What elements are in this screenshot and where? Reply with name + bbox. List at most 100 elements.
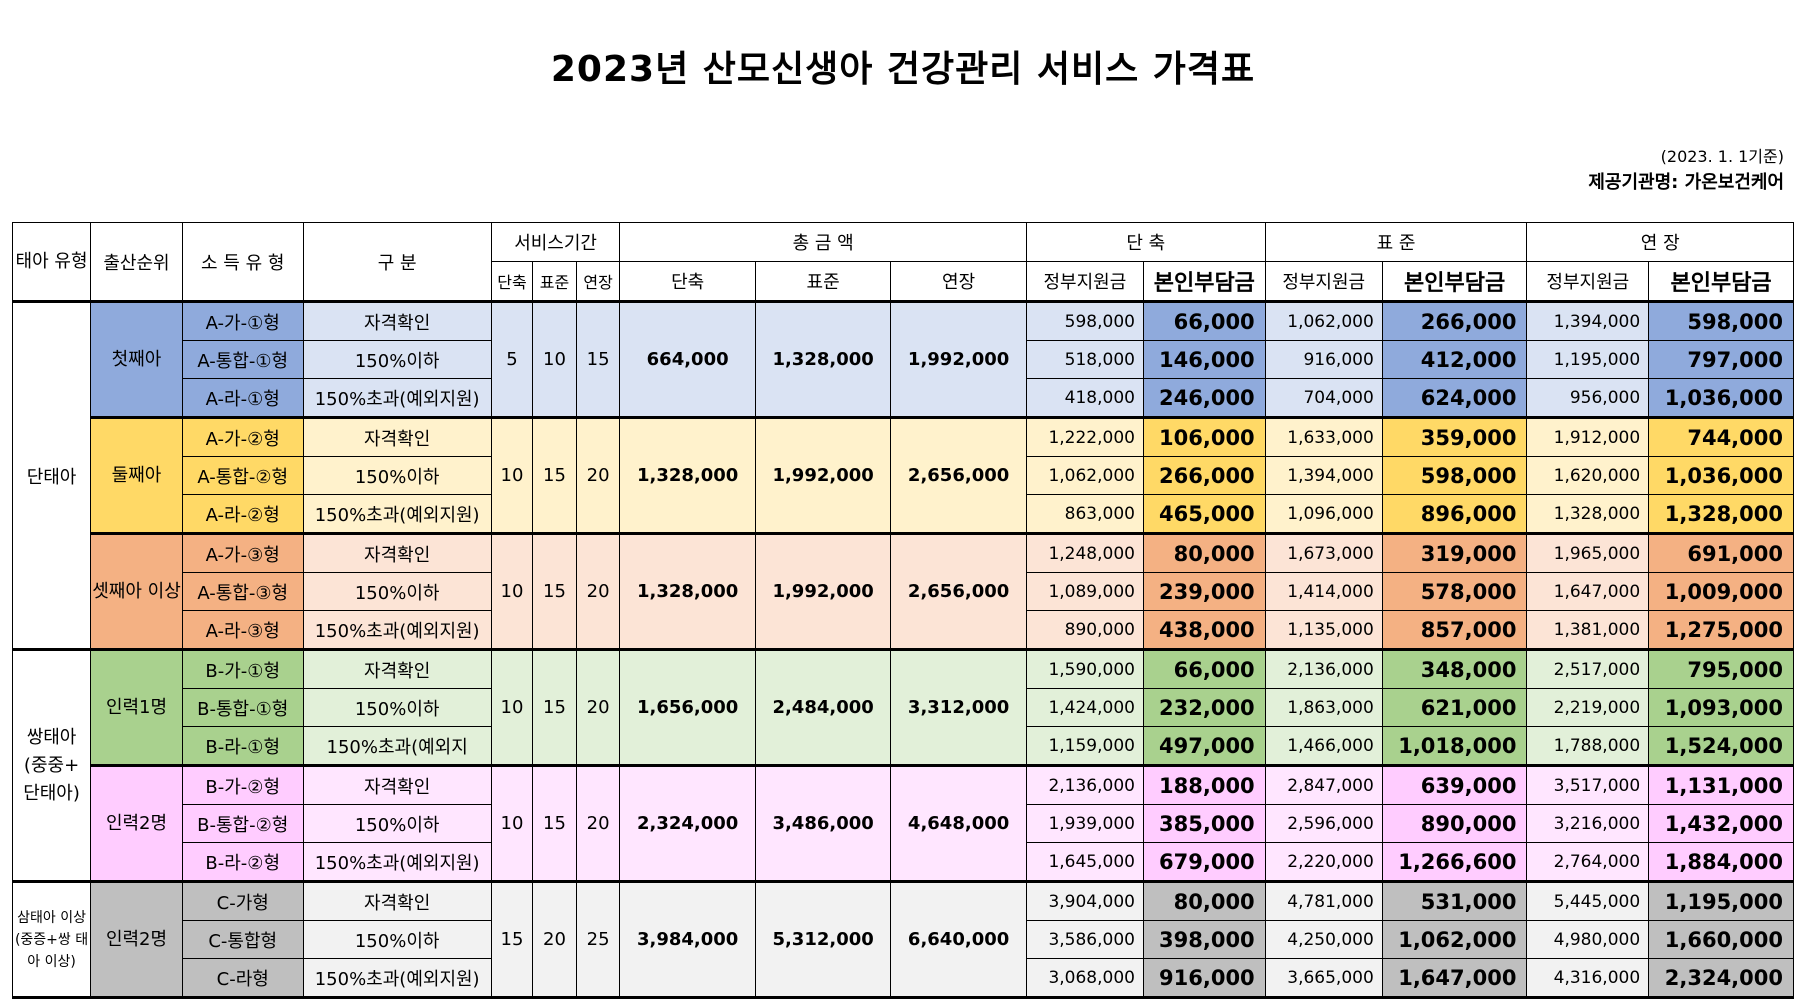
period-cell: 15 — [575, 300, 621, 419]
table-row: 쌍태아 (중중+ 단태아) 인력1명 B-가-①형 자격확인 10 15 20 1,656,0… — [11, 648, 1794, 883]
short-self-cell: 239,000 — [1142, 572, 1266, 611]
standard-gov-cell: 1,633,000 — [1264, 416, 1383, 457]
short-gov-cell: 1,159,000 — [1025, 726, 1144, 767]
income-type-cell: A-가-③형 — [181, 532, 304, 573]
total-amount-cell: 2,656,000 — [890, 532, 1027, 651]
extended-self-cell: 1,884,000 — [1648, 842, 1794, 883]
extended-gov-cell: 4,980,000 — [1526, 920, 1650, 959]
extended-self-cell: 795,000 — [1648, 648, 1794, 689]
income-type-cell: A-라-②형 — [181, 494, 304, 535]
header-period-short: 단축 — [490, 261, 534, 303]
extended-self-cell: 1,131,000 — [1648, 764, 1794, 805]
short-gov-cell: 3,068,000 — [1025, 958, 1144, 999]
basis-date: (2023. 1. 1기준) — [1660, 147, 1784, 166]
category-cell: 150%이하 — [302, 340, 492, 379]
birth-order-cell: 인력1명 — [90, 648, 183, 767]
total-amount-cell: 2,656,000 — [890, 416, 1027, 535]
short-self-cell: 385,000 — [1142, 804, 1266, 843]
short-gov-cell: 518,000 — [1025, 340, 1144, 379]
short-gov-cell: 890,000 — [1025, 610, 1144, 651]
table-row: C-통합형 150%이하 3,586,000 398,000 4,250,000 1,06… — [13, 920, 1794, 959]
standard-self-cell: 624,000 — [1381, 378, 1528, 419]
standard-self-cell: 348,000 — [1381, 648, 1528, 689]
income-type-cell: C-가형 — [181, 880, 304, 921]
income-type-cell: A-가-①형 — [181, 300, 304, 341]
short-self-cell: 80,000 — [1142, 532, 1266, 573]
header-extended-self: 본인부담금 — [1648, 261, 1794, 303]
income-type-cell: B-통합-①형 — [181, 688, 304, 727]
category-cell: 자격확인 — [302, 648, 492, 689]
header-period: 서비스기간 — [490, 222, 621, 262]
income-type-cell: A-라-①형 — [181, 378, 304, 419]
header-short: 단 축 — [1025, 222, 1266, 262]
table-row: A-통합-②형 150%이하 1,062,000 266,000 1,394,000 59… — [13, 456, 1794, 495]
short-gov-cell: 863,000 — [1025, 494, 1144, 535]
header-short-gov: 정부지원금 — [1025, 261, 1144, 303]
standard-gov-cell: 1,466,000 — [1264, 726, 1383, 767]
period-cell: 10 — [490, 648, 534, 767]
table-row: C-라형 150%초과(예외지원) 3,068,000 916,000 3,665,00… — [13, 958, 1794, 999]
period-cell: 10 — [490, 532, 534, 651]
header-standard-gov: 정부지원금 — [1264, 261, 1383, 303]
standard-gov-cell: 1,062,000 — [1264, 300, 1383, 341]
short-self-cell: 232,000 — [1142, 688, 1266, 727]
birth-order-cell: 둘째아 — [90, 416, 183, 535]
category-cell: 150%초과(예외지 — [302, 726, 492, 767]
period-cell: 15 — [532, 416, 577, 535]
standard-self-cell: 319,000 — [1381, 532, 1528, 573]
table-row: A-통합-③형 150%이하 1,089,000 239,000 1,414,000 57… — [13, 572, 1794, 611]
total-amount-cell: 2,324,000 — [619, 764, 756, 883]
period-cell: 15 — [532, 764, 577, 883]
income-type-cell: B-가-②형 — [181, 764, 304, 805]
extended-self-cell: 598,000 — [1648, 300, 1794, 341]
standard-gov-cell: 4,781,000 — [1264, 880, 1383, 921]
page-title: 2023년 산모신생아 건강관리 서비스 가격표 — [550, 49, 1256, 90]
period-cell: 10 — [490, 764, 534, 883]
extended-gov-cell: 3,216,000 — [1526, 804, 1650, 843]
extended-gov-cell: 1,647,000 — [1526, 572, 1650, 611]
period-cell: 20 — [575, 532, 621, 651]
short-gov-cell: 1,062,000 — [1025, 456, 1144, 495]
standard-gov-cell: 4,250,000 — [1264, 920, 1383, 959]
category-cell: 자격확인 — [302, 416, 492, 457]
standard-gov-cell: 1,096,000 — [1264, 494, 1383, 535]
total-amount-cell: 3,312,000 — [890, 648, 1027, 767]
extended-gov-cell: 2,764,000 — [1526, 842, 1650, 883]
extended-gov-cell: 1,620,000 — [1526, 456, 1650, 495]
category-cell: 자격확인 — [302, 764, 492, 805]
standard-self-cell: 266,000 — [1381, 300, 1528, 341]
category-cell: 150%이하 — [302, 804, 492, 843]
table-row: A-라-①형 150%초과(예외지원) 418,000 246,000 704,000 6… — [13, 378, 1794, 419]
standard-self-cell: 890,000 — [1381, 804, 1528, 843]
total-amount-cell: 3,984,000 — [619, 880, 756, 999]
extended-gov-cell: 956,000 — [1526, 378, 1650, 419]
extended-self-cell: 1,036,000 — [1648, 456, 1794, 495]
header-period-standard: 표준 — [532, 261, 577, 303]
standard-gov-cell: 1,863,000 — [1264, 688, 1383, 727]
table-row: 삼태아 이상 (중증+쌍 태아 이상) 인력2명 C-가형 자격확인 15 20 25 3,9… — [11, 880, 1794, 999]
table-row: A-통합-①형 150%이하 518,000 146,000 916,000 412,00… — [13, 340, 1794, 379]
short-self-cell: 398,000 — [1142, 920, 1266, 959]
header-baby-type: 태아 유형 — [11, 222, 92, 303]
standard-self-cell: 1,647,000 — [1381, 958, 1528, 999]
header-birth-order: 출산순위 — [90, 222, 183, 303]
standard-self-cell: 598,000 — [1381, 456, 1528, 495]
standard-gov-cell: 1,414,000 — [1264, 572, 1383, 611]
short-self-cell: 66,000 — [1142, 300, 1266, 341]
income-type-cell: B-통합-②형 — [181, 804, 304, 843]
extended-gov-cell: 1,381,000 — [1526, 610, 1650, 651]
table-row: B-라-②형 150%초과(예외지원) 1,645,000 679,000 2,220,… — [13, 842, 1794, 883]
standard-self-cell: 578,000 — [1381, 572, 1528, 611]
standard-self-cell: 896,000 — [1381, 494, 1528, 535]
total-amount-cell: 4,648,000 — [890, 764, 1027, 883]
total-amount-cell: 1,992,000 — [890, 300, 1027, 419]
period-cell: 15 — [490, 880, 534, 999]
extended-self-cell: 744,000 — [1648, 416, 1794, 457]
short-gov-cell: 1,590,000 — [1025, 648, 1144, 689]
total-amount-cell: 664,000 — [619, 300, 756, 419]
period-cell: 15 — [532, 648, 577, 767]
extended-self-cell: 1,275,000 — [1648, 610, 1794, 651]
standard-self-cell: 857,000 — [1381, 610, 1528, 651]
category-cell: 150%초과(예외지원) — [302, 610, 492, 651]
extended-self-cell: 691,000 — [1648, 532, 1794, 573]
